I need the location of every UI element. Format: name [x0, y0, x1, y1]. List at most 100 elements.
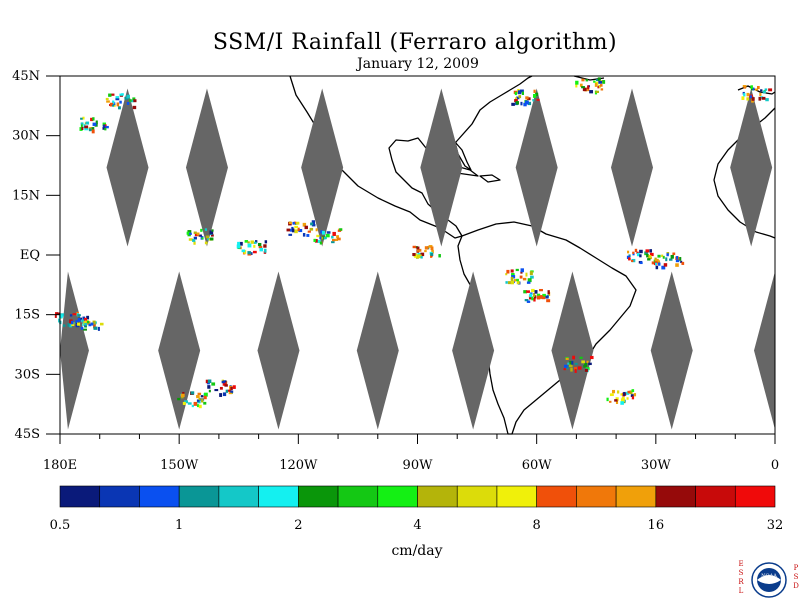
- rain-pixel: [286, 228, 291, 232]
- rain-pixel: [535, 92, 539, 96]
- colorbar-swatch: [695, 485, 736, 508]
- rain-pixel: [263, 244, 267, 248]
- rain-pixel: [529, 293, 533, 298]
- rain-pixel: [293, 221, 297, 224]
- rain-pixel: [417, 254, 422, 259]
- rain-pixel: [616, 390, 620, 394]
- rain-pixel: [520, 271, 523, 274]
- colorbar-swatch: [377, 485, 418, 508]
- rain-cluster: [575, 77, 606, 95]
- rain-pixel: [81, 126, 84, 131]
- rain-cluster: [205, 379, 236, 397]
- rain-pixel: [106, 100, 110, 103]
- rain-pixel: [84, 323, 88, 326]
- rain-pixel: [182, 391, 185, 395]
- rain-pixel: [636, 252, 640, 257]
- colorbar-swatch: [576, 485, 617, 508]
- rain-pixel: [646, 253, 649, 258]
- rain-pixel: [320, 230, 323, 234]
- rain-pixel: [574, 362, 578, 365]
- rain-pixel: [313, 238, 316, 242]
- rain-cluster: [186, 228, 214, 245]
- rain-pixel: [599, 84, 603, 87]
- coastline-north-america: [289, 75, 533, 239]
- rain-pixel: [83, 328, 87, 331]
- rain-pixel: [222, 392, 227, 397]
- rain-pixel: [526, 97, 531, 101]
- rain-pixel: [100, 322, 104, 326]
- colorbar-swatch: [417, 485, 458, 508]
- rain-pixel: [520, 268, 524, 273]
- rain-pixel: [761, 96, 766, 100]
- orbit-gap: [515, 88, 558, 247]
- rain-pixel: [571, 360, 574, 365]
- rain-pixel: [631, 258, 636, 263]
- rain-pixel: [219, 386, 223, 390]
- rain-pixel: [102, 126, 106, 130]
- rain-pixel: [113, 103, 116, 107]
- rain-pixel: [58, 318, 61, 323]
- rain-pixel: [649, 252, 654, 257]
- rain-pixel: [516, 280, 520, 285]
- rain-pixel: [595, 90, 600, 93]
- rain-pixel: [511, 275, 516, 279]
- rain-pixel: [203, 401, 207, 405]
- rain-pixel: [90, 117, 94, 122]
- orbit-gap: [106, 88, 149, 247]
- rain-pixel: [670, 254, 674, 259]
- rain-pixel: [58, 314, 63, 319]
- rain-pixel: [570, 367, 573, 372]
- rain-pixel: [528, 295, 533, 300]
- logo-right-letter: S: [794, 573, 799, 581]
- rain-pixel: [297, 227, 300, 232]
- rain-pixel: [526, 281, 531, 284]
- rain-pixel: [214, 389, 219, 392]
- colorbar-swatch: [298, 485, 339, 508]
- rain-pixel: [207, 379, 212, 383]
- rain-pixel: [587, 85, 590, 90]
- logo-left-letter: L: [739, 587, 744, 595]
- rain-pixel: [302, 222, 307, 227]
- rain-pixel: [80, 122, 84, 125]
- rain-pixel: [193, 236, 197, 240]
- rain-pixel: [302, 233, 306, 237]
- rain-pixel: [67, 323, 70, 327]
- rain-pixel: [221, 380, 226, 384]
- rain-pixel: [631, 389, 635, 393]
- rain-pixel: [531, 288, 535, 293]
- lon-tick-label: 120W: [279, 458, 318, 473]
- axis-labels: 45N 30N 15N EQ 15S 30S 45S 180E 150W 120W 90W 60W 30…: [12, 69, 779, 473]
- orbit-gap: [420, 88, 463, 247]
- rain-pixel: [82, 116, 85, 120]
- rain-pixel: [77, 317, 81, 322]
- rain-pixel: [69, 324, 73, 328]
- rain-pixel: [204, 228, 208, 231]
- rain-pixel: [438, 254, 441, 258]
- rain-pixel: [84, 125, 89, 129]
- rain-pixel: [105, 125, 109, 129]
- lat-tick-label: EQ: [20, 248, 40, 263]
- rain-pixel: [102, 124, 106, 128]
- rain-pixel: [420, 255, 423, 259]
- rain-pixel: [90, 127, 95, 131]
- rain-pixel: [615, 400, 619, 405]
- rain-pixel: [655, 265, 659, 270]
- rain-pixel: [626, 255, 631, 259]
- rain-pixel: [741, 96, 745, 101]
- rain-pixel: [72, 313, 77, 316]
- rain-pixel: [129, 99, 132, 102]
- rain-pixel: [621, 396, 625, 401]
- rain-pixel: [86, 315, 90, 320]
- rain-pixel: [536, 98, 540, 101]
- rain-cluster: [505, 268, 534, 285]
- rain-pixel: [331, 235, 334, 239]
- rain-pixel: [219, 393, 223, 397]
- logo-right-letter: D: [793, 582, 799, 590]
- rain-pixel: [316, 234, 320, 238]
- rain-pixel: [539, 288, 543, 292]
- rain-pixel: [588, 362, 592, 366]
- rain-pixel: [430, 252, 434, 256]
- rain-pixel: [331, 238, 336, 242]
- rain-pixel: [85, 121, 90, 125]
- rain-pixel: [609, 393, 614, 397]
